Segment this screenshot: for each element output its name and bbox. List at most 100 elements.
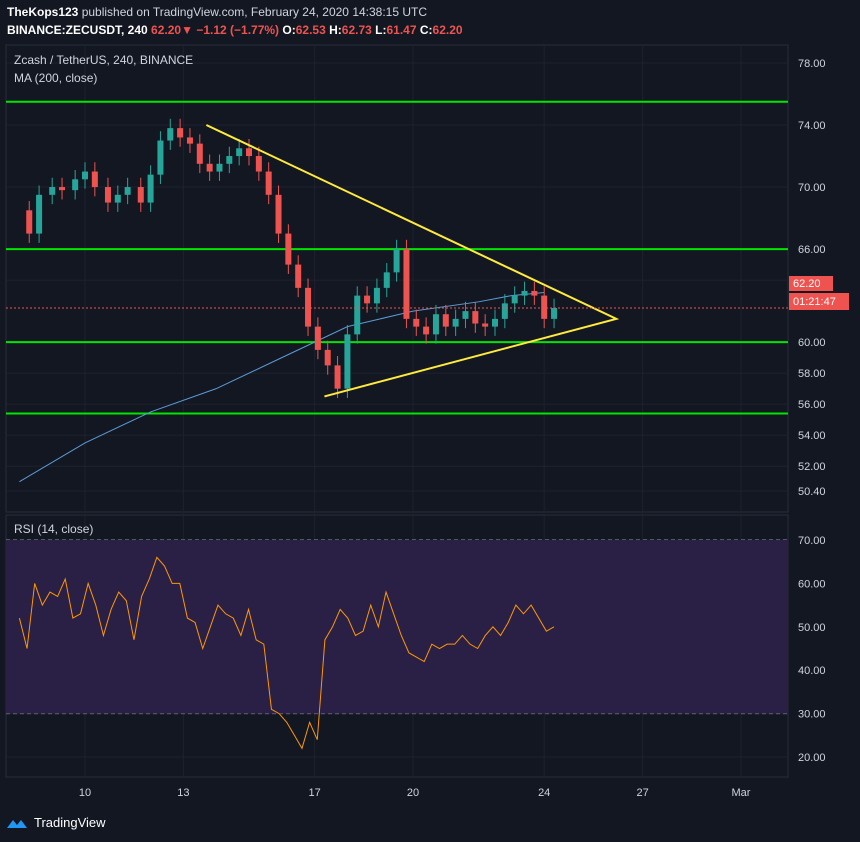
candle-up <box>373 287 380 304</box>
candle-down <box>137 187 144 203</box>
rsi-tick-label: 40.00 <box>798 665 826 677</box>
candle-up <box>452 318 459 327</box>
author-name[interactable]: TheKops123 <box>7 5 79 19</box>
rsi-tick-label: 30.00 <box>798 709 826 721</box>
x-tick-label: 13 <box>177 787 189 799</box>
candle-up <box>344 334 351 389</box>
candle-down <box>413 318 420 327</box>
candle-up <box>432 314 439 335</box>
candle-down <box>206 163 213 172</box>
price-tick-label: 50.40 <box>798 486 826 498</box>
tradingview-logo-icon <box>7 819 27 828</box>
price-tick-label: 56.00 <box>798 399 826 411</box>
price-tick-label: 74.00 <box>798 120 826 132</box>
ma-line <box>19 292 545 483</box>
high-value: 62.73 <box>341 23 372 37</box>
candle-down <box>442 314 449 327</box>
triangle-pattern <box>205 124 620 398</box>
price-tick-label: 52.00 <box>798 461 826 473</box>
rsi-band <box>6 540 788 714</box>
candle-up <box>511 295 518 304</box>
price-pane <box>5 44 789 513</box>
candle-down <box>314 326 321 350</box>
candle-up <box>521 290 528 296</box>
price-badge-bg <box>789 276 833 291</box>
candle-up <box>124 187 131 195</box>
candle-down <box>186 137 193 144</box>
x-tick-label: 27 <box>636 787 648 799</box>
candle-up <box>157 140 164 175</box>
candle-down <box>403 249 410 319</box>
candle-up <box>49 187 56 195</box>
footer-brand-label: TradingView <box>34 815 106 830</box>
candle-down <box>324 349 331 366</box>
candle-up <box>492 318 498 327</box>
candle-down <box>104 187 111 203</box>
published-text: published on TradingView.com, February 2… <box>81 5 428 19</box>
candle-down <box>295 264 302 288</box>
candle-down <box>255 156 262 172</box>
candle-up <box>36 194 43 234</box>
candle-down <box>196 143 203 164</box>
candle-up <box>216 163 223 172</box>
close-value: 62.20 <box>432 23 463 37</box>
candle-down <box>285 233 292 265</box>
candle-up <box>383 272 390 288</box>
candle-up <box>551 308 558 319</box>
ma-label[interactable]: MA (200, close) <box>14 71 98 85</box>
rsi-line <box>18 556 555 750</box>
down-arrow-icon: ▼ <box>181 23 193 37</box>
candle-down <box>177 128 184 138</box>
x-tick-label: 17 <box>308 787 320 799</box>
pane-title: Zcash / TetherUS, 240, BINANCE <box>14 53 194 67</box>
candle-up <box>167 128 174 141</box>
candle-down <box>59 187 66 191</box>
candle-up <box>72 179 79 191</box>
symbol-info: BINANCE:ZECUSDT, 240 62.20▼ −1.12 (−1.77… <box>7 23 463 37</box>
candle-down <box>275 194 282 234</box>
candle-up <box>393 249 400 273</box>
publish-info: TheKops123 published on TradingView.com,… <box>7 5 427 19</box>
rsi-tick-label: 50.00 <box>798 622 826 634</box>
candle-up <box>82 171 88 180</box>
price-tick-label: 54.00 <box>798 430 826 442</box>
low-label: L: <box>375 23 387 37</box>
open-value: 62.53 <box>295 23 326 37</box>
candle-down <box>26 210 33 234</box>
price-badge: 62.20 <box>793 278 821 290</box>
candle-down <box>91 171 98 188</box>
last-price: 62.20 <box>151 23 182 37</box>
x-tick-label: 10 <box>79 787 91 799</box>
countdown-badge: 01:21:47 <box>793 296 836 308</box>
candle-up <box>501 303 508 319</box>
candle-down <box>482 323 489 327</box>
price-tick-label: 60.00 <box>798 337 826 349</box>
x-tick-label: Mar <box>732 787 751 799</box>
candle-up <box>236 148 243 157</box>
candle-down <box>472 311 479 324</box>
candle-up <box>114 194 121 203</box>
rsi-tick-label: 60.00 <box>798 578 826 590</box>
low-value: 61.47 <box>386 23 417 37</box>
price-tick-label: 78.00 <box>798 58 826 70</box>
candle-down <box>265 171 272 195</box>
candle-up <box>226 156 233 164</box>
candle-down <box>305 287 312 327</box>
x-tick-label: 20 <box>407 787 419 799</box>
price-tick-label: 70.00 <box>798 182 826 194</box>
candle-down <box>541 295 548 319</box>
rsi-tick-label: 20.00 <box>798 752 826 764</box>
footer-brand[interactable]: TradingView <box>6 815 106 830</box>
candle-up <box>147 174 154 203</box>
candle-down <box>364 295 371 304</box>
price-tick-label: 58.00 <box>798 368 826 380</box>
price-tick-label: 66.00 <box>798 244 826 256</box>
candle-down <box>531 290 538 296</box>
candle-down <box>334 365 341 389</box>
x-tick-label: 24 <box>538 787 550 799</box>
symbol-label: BINANCE:ZECUSDT, 240 <box>7 23 148 37</box>
candle-up <box>462 311 469 319</box>
rsi-tick-label: 70.00 <box>798 535 826 547</box>
rsi-label[interactable]: RSI (14, close) <box>14 522 94 536</box>
